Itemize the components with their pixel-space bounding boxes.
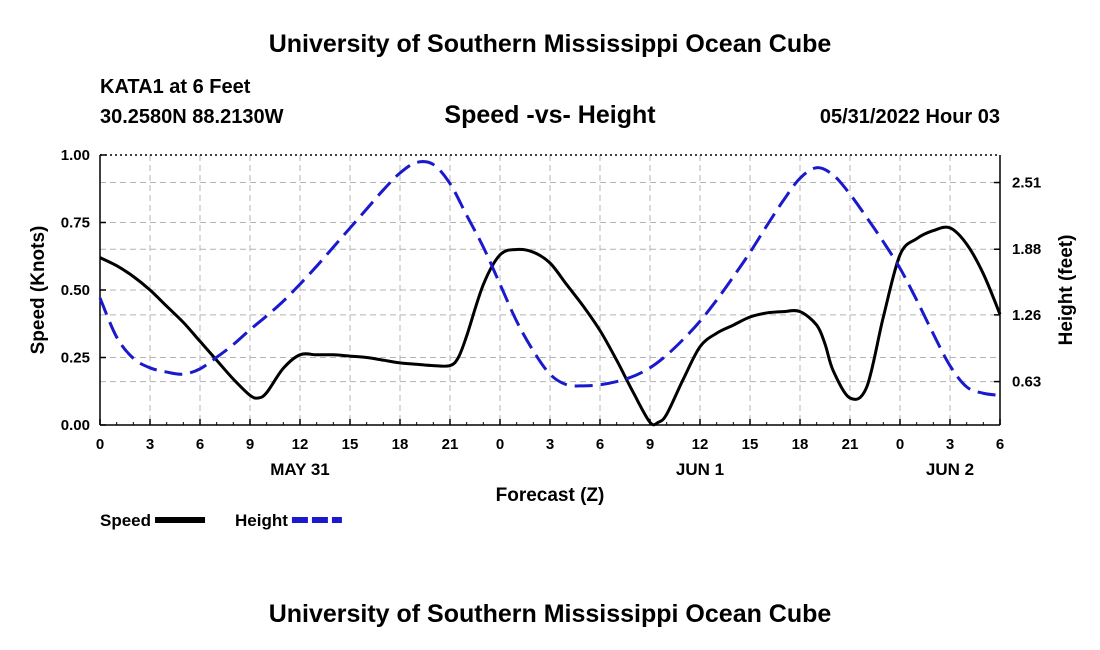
x-tick-label: 9 <box>646 436 654 453</box>
station-coordinates: 30.2580N 88.2130W <box>100 106 284 128</box>
series-line-speed <box>99 225 1002 427</box>
day-label: JUN 1 <box>676 460 724 479</box>
x-tick-label: 21 <box>842 436 859 453</box>
y-left-tick-label: 0.25 <box>61 350 90 367</box>
x-tick-label: 15 <box>742 436 759 453</box>
y-left-axis-title: Speed (Knots) <box>28 226 49 355</box>
forecast-datetime: 05/31/2022 Hour 03 <box>819 106 1000 128</box>
x-axis-title: Forecast (Z) <box>496 485 605 506</box>
y-left-tick-label: 0.50 <box>61 282 90 299</box>
x-tick-label: 3 <box>946 436 954 453</box>
y-left-tick-label: 0.75 <box>61 215 90 232</box>
x-tick-label: 0 <box>896 436 904 453</box>
x-tick-label: 3 <box>546 436 554 453</box>
y-right-tick-label: 1.88 <box>1012 241 1041 258</box>
station-label: KATA1 at 6 Feet <box>100 76 251 98</box>
x-tick-label: 9 <box>246 436 254 453</box>
y-right-axis-title: Height (feet) <box>1056 235 1077 346</box>
x-tick-label: 18 <box>792 436 809 453</box>
page-title: University of Southern Mississippi Ocean… <box>268 30 832 58</box>
legend-label-height: Height <box>235 511 288 530</box>
legend-label-speed: Speed <box>100 511 151 530</box>
x-tick-label: 0 <box>496 436 504 453</box>
x-tick-label: 3 <box>146 436 154 453</box>
x-tick-label: 15 <box>342 436 359 453</box>
y-right-tick-label: 2.51 <box>1012 175 1041 192</box>
footer-title: University of Southern Mississippi Ocean… <box>268 600 832 628</box>
x-tick-label: 12 <box>692 436 709 453</box>
x-tick-label: 18 <box>392 436 409 453</box>
x-tick-label: 21 <box>442 436 459 453</box>
x-tick-label: 6 <box>196 436 204 453</box>
day-label: JUN 2 <box>926 460 974 479</box>
y-left-tick-label: 1.00 <box>61 147 90 164</box>
x-tick-label: 6 <box>596 436 604 453</box>
x-tick-label: 0 <box>96 436 104 453</box>
y-right-tick-label: 0.63 <box>1012 374 1041 391</box>
x-tick-label: 12 <box>292 436 309 453</box>
chart-title: Speed -vs- Height <box>444 101 656 129</box>
x-tick-label: 6 <box>996 436 1004 453</box>
day-label: MAY 31 <box>270 460 330 479</box>
y-left-tick-label: 0.00 <box>61 417 90 434</box>
y-right-tick-label: 1.26 <box>1012 307 1041 324</box>
